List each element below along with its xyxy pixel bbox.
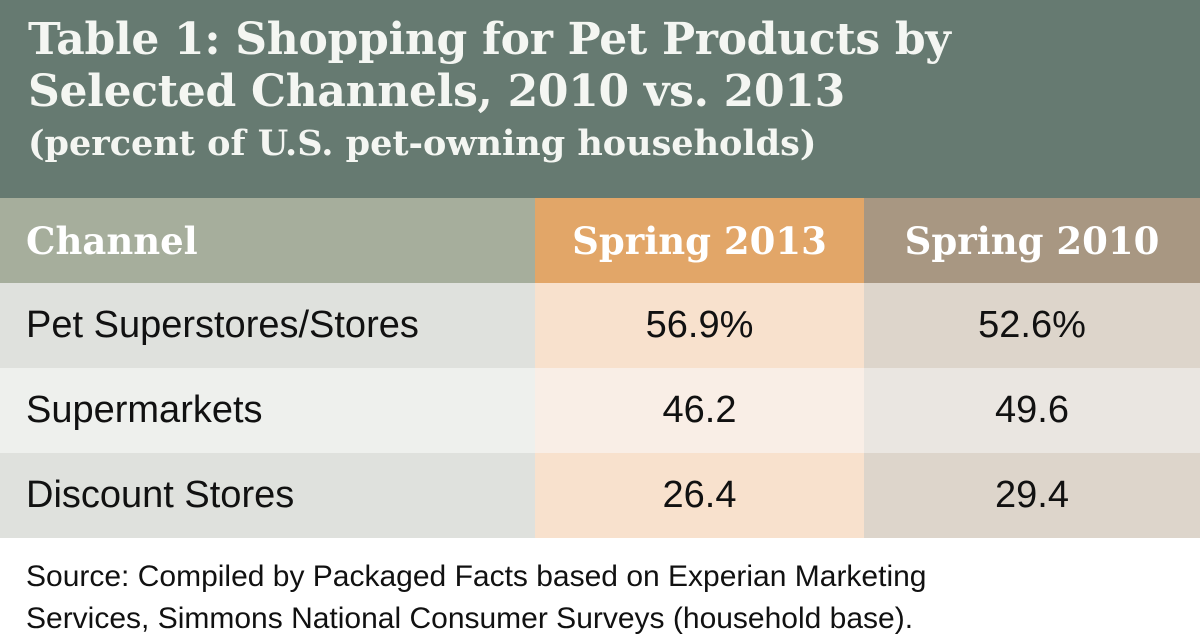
- source-note-line-2: Services, Simmons National Consumer Surv…: [26, 601, 914, 635]
- table-row: Pet Superstores/Stores 56.9% 52.6%: [0, 283, 1200, 369]
- table-title-band: Table 1: Shopping for Pet Products by Se…: [0, 0, 1200, 199]
- column-header-spring-2013: Spring 2013: [535, 198, 864, 284]
- cell-spring-2010: 52.6%: [864, 283, 1200, 369]
- cell-channel: Discount Stores: [0, 453, 535, 539]
- cell-spring-2010: 29.4: [864, 453, 1200, 539]
- cell-spring-2010: 49.6: [864, 368, 1200, 454]
- cell-spring-2013: 46.2: [535, 368, 864, 454]
- table-row: Supermarkets 46.2 49.6: [0, 368, 1200, 454]
- source-note: Source: Compiled by Packaged Facts based…: [0, 538, 1200, 639]
- table-title-line-1: Table 1: Shopping for Pet Products by: [28, 14, 951, 65]
- data-table: Channel Spring 2013 Spring 2010 Pet Supe…: [0, 198, 1200, 539]
- cell-channel: Pet Superstores/Stores: [0, 283, 535, 369]
- cell-channel: Supermarkets: [0, 368, 535, 454]
- column-header-channel: Channel: [0, 198, 535, 284]
- source-note-line-1: Source: Compiled by Packaged Facts based…: [26, 560, 927, 594]
- cell-spring-2013: 56.9%: [535, 283, 864, 369]
- table-title-line-2: Selected Channels, 2010 vs. 2013: [28, 65, 845, 117]
- table-subtitle: (percent of U.S. pet-owning households): [28, 122, 817, 164]
- column-header-spring-2010: Spring 2010: [864, 198, 1200, 284]
- table-row: Discount Stores 26.4 29.4: [0, 453, 1200, 539]
- table-header-row: Channel Spring 2013 Spring 2010: [0, 198, 1200, 284]
- cell-spring-2013: 26.4: [535, 453, 864, 539]
